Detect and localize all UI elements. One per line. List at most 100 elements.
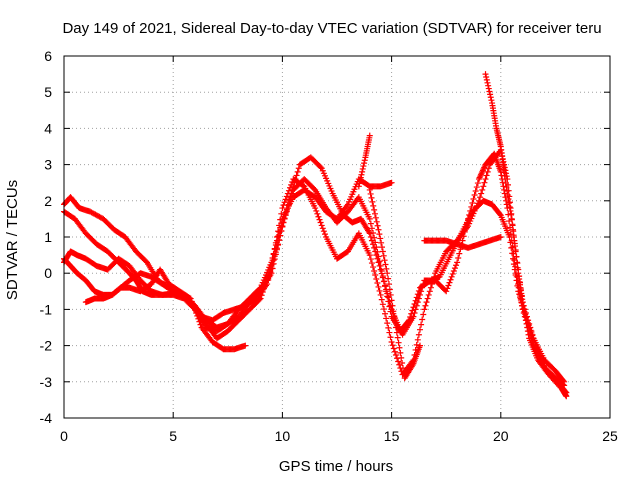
- data-point: [513, 259, 520, 266]
- data-point: [483, 73, 490, 80]
- data-point: [382, 310, 389, 317]
- data-point: [367, 190, 374, 197]
- data-point: [471, 192, 478, 199]
- data-point: [368, 225, 375, 232]
- data-point: [279, 205, 286, 212]
- data-point: [369, 198, 376, 205]
- data-point: [377, 235, 384, 242]
- data-point: [514, 282, 521, 289]
- data-point: [508, 215, 515, 222]
- data-point: [366, 132, 373, 139]
- data-point: [375, 259, 382, 266]
- data-point: [271, 246, 278, 253]
- y-tick-label: 5: [44, 84, 52, 100]
- data-point: [443, 288, 450, 295]
- data-point: [278, 220, 285, 227]
- data-point: [406, 317, 413, 324]
- data-point: [410, 304, 417, 311]
- data-point: [513, 253, 520, 260]
- data-point: [484, 79, 491, 86]
- data-point: [408, 310, 415, 317]
- data-point: [416, 342, 423, 349]
- data-point: [485, 85, 492, 92]
- y-tick-label: -1: [40, 301, 53, 317]
- data-point: [449, 270, 456, 277]
- data-point: [525, 331, 532, 338]
- data-point: [429, 281, 436, 288]
- data-point: [473, 184, 480, 191]
- data-point: [258, 292, 265, 299]
- data-point: [504, 188, 511, 195]
- series-track-7: [355, 132, 373, 190]
- data-point: [193, 310, 200, 317]
- data-point: [287, 184, 294, 191]
- data-point: [509, 221, 516, 228]
- data-point: [479, 186, 486, 193]
- data-point: [373, 275, 380, 282]
- data-point: [522, 313, 529, 320]
- data-point: [293, 172, 300, 179]
- data-point: [259, 289, 266, 296]
- data-point: [511, 237, 518, 244]
- data-point: [368, 194, 375, 201]
- data-point: [563, 393, 570, 400]
- data-point: [415, 331, 422, 338]
- data-point: [379, 274, 386, 281]
- data-point: [313, 207, 320, 214]
- data-point: [192, 307, 199, 314]
- data-point: [189, 301, 196, 308]
- data-point: [379, 248, 386, 255]
- data-point: [422, 302, 429, 309]
- data-point: [497, 234, 504, 240]
- data-point: [277, 224, 284, 231]
- data-point: [496, 211, 503, 218]
- data-point: [383, 315, 390, 322]
- data-point: [407, 314, 414, 321]
- data-point: [375, 226, 382, 233]
- data-point: [370, 202, 377, 209]
- data-point: [396, 344, 403, 351]
- y-axis-label: SDTVAR / TECUs: [4, 180, 21, 300]
- series-track-6: [421, 234, 504, 251]
- data-point: [395, 358, 402, 365]
- data-point: [196, 318, 203, 325]
- data-point: [484, 168, 491, 175]
- data-point: [454, 259, 461, 266]
- data-point: [371, 244, 378, 251]
- data-point: [503, 184, 510, 191]
- data-point: [388, 297, 395, 304]
- x-tick-label: 15: [384, 428, 400, 444]
- x-tick-label: 25: [602, 428, 618, 444]
- data-point: [392, 324, 399, 331]
- data-point: [510, 255, 517, 262]
- data-point: [386, 286, 393, 293]
- data-point: [371, 206, 378, 213]
- data-point: [281, 199, 288, 206]
- data-point: [424, 295, 431, 302]
- y-tick-label: -2: [40, 338, 53, 354]
- y-tick-label: 4: [44, 120, 52, 136]
- data-point: [366, 252, 373, 259]
- y-tick-label: 6: [44, 48, 52, 64]
- data-point: [514, 264, 521, 271]
- data-point: [405, 318, 412, 325]
- data-point: [478, 190, 485, 197]
- data-point: [242, 342, 249, 349]
- data-point: [319, 225, 326, 232]
- data-point: [387, 291, 394, 298]
- x-tick-label: 10: [275, 428, 291, 444]
- series-track-3: [61, 147, 568, 385]
- data-point: [355, 183, 362, 190]
- data-point: [388, 179, 395, 186]
- data-point: [418, 321, 425, 328]
- data-point: [450, 268, 457, 275]
- data-point: [374, 222, 381, 229]
- data-point: [320, 228, 327, 235]
- data-point: [427, 284, 434, 291]
- data-point: [288, 181, 295, 188]
- data-point: [486, 88, 493, 95]
- data-point: [377, 291, 384, 298]
- data-point: [384, 320, 391, 327]
- data-point: [380, 278, 387, 285]
